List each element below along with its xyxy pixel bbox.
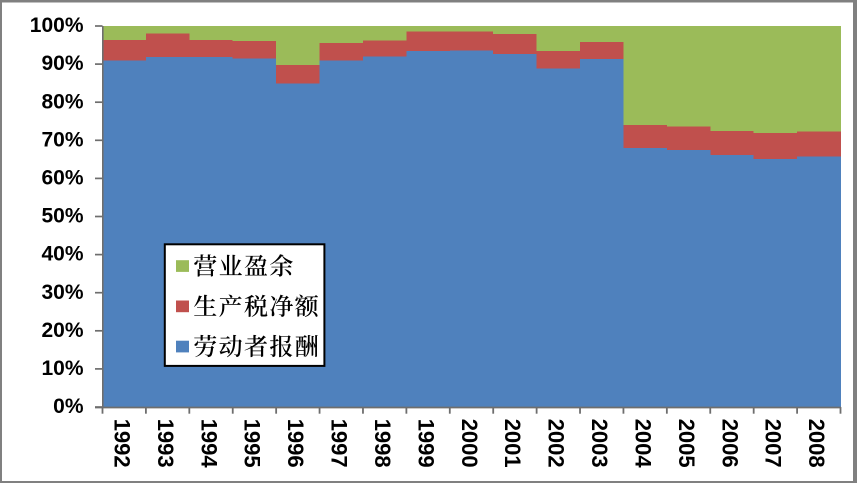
svg-text:0%: 0% [53, 395, 84, 418]
svg-text:1999: 1999 [413, 419, 438, 468]
svg-text:1998: 1998 [370, 419, 395, 468]
svg-text:40%: 40% [41, 243, 83, 266]
svg-text:2002: 2002 [544, 419, 569, 468]
svg-text:20%: 20% [41, 319, 83, 342]
svg-text:100%: 100% [30, 14, 84, 37]
svg-text:30%: 30% [41, 281, 83, 304]
svg-text:2004: 2004 [630, 419, 655, 469]
svg-text:1996: 1996 [283, 419, 308, 468]
svg-text:1997: 1997 [327, 419, 352, 468]
svg-text:50%: 50% [41, 205, 83, 228]
svg-text:90%: 90% [41, 52, 83, 75]
svg-text:2003: 2003 [587, 419, 612, 468]
svg-text:70%: 70% [41, 128, 83, 151]
svg-text:10%: 10% [41, 357, 83, 380]
svg-text:1992: 1992 [110, 419, 135, 468]
svg-text:2007: 2007 [761, 419, 786, 468]
svg-text:1994: 1994 [196, 419, 221, 469]
svg-text:2005: 2005 [674, 419, 699, 468]
svg-text:2006: 2006 [717, 419, 742, 468]
svg-text:1995: 1995 [240, 419, 265, 468]
svg-text:1993: 1993 [153, 419, 178, 468]
svg-text:2001: 2001 [500, 419, 525, 468]
svg-text:80%: 80% [41, 90, 83, 113]
svg-text:60%: 60% [41, 167, 83, 190]
svg-text:2008: 2008 [804, 419, 829, 468]
svg-text:2000: 2000 [457, 419, 482, 468]
